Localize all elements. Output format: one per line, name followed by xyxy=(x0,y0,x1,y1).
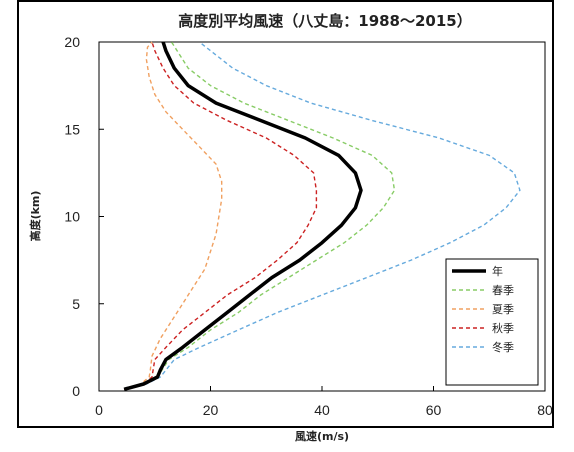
x-tick-label: 20 xyxy=(203,402,219,418)
chart-title: 高度別平均風速（八丈島：1988〜2015） xyxy=(178,12,472,30)
y-tick-label: 0 xyxy=(72,383,80,399)
y-tick-label: 10 xyxy=(64,209,80,225)
y-tick-label: 5 xyxy=(72,296,80,312)
legend-label: 春季 xyxy=(492,284,514,297)
x-tick-label: 0 xyxy=(95,402,103,418)
legend-label: 年 xyxy=(492,264,503,278)
y-axis-label: 高度(km) xyxy=(28,191,42,242)
x-tick-label: 60 xyxy=(426,402,442,418)
legend-label: 夏季 xyxy=(492,303,514,316)
legend-label: 冬季 xyxy=(492,340,514,354)
x-tick-label: 40 xyxy=(314,402,330,418)
y-tick-label: 20 xyxy=(64,34,80,50)
x-axis-label: 風速(m/s) xyxy=(295,429,349,443)
x-tick-label: 80 xyxy=(537,402,553,418)
y-axis-ticks: 0 5 10 15 20 xyxy=(64,34,104,399)
y-tick-label: 15 xyxy=(64,121,80,137)
legend-label: 秋季 xyxy=(492,321,514,335)
